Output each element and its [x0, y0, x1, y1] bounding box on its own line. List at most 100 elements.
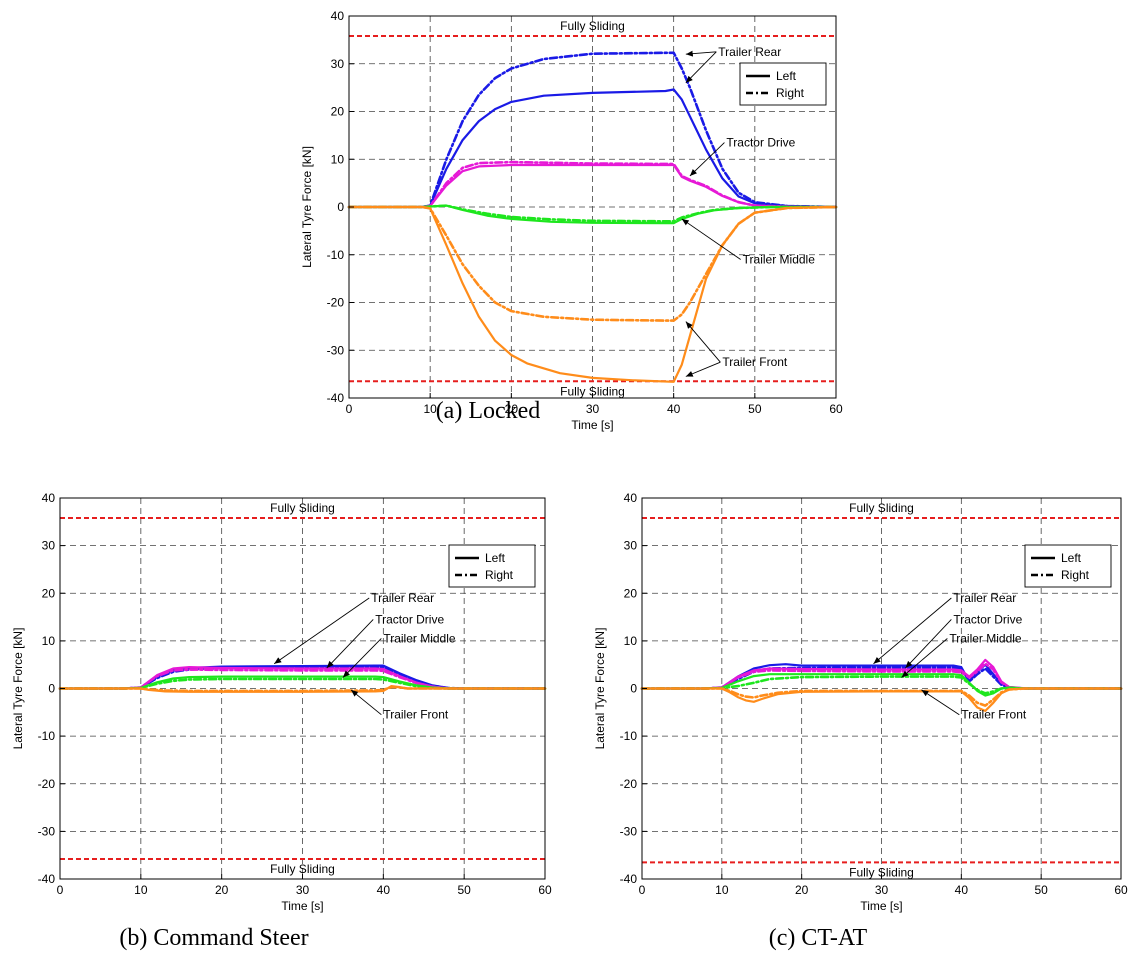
y-tick-label: -40 [38, 872, 56, 886]
annotation-arrow [685, 321, 721, 363]
annotation-arrow [921, 689, 960, 716]
legend-entry-left: Left [485, 551, 506, 565]
y-tick-label: 0 [48, 682, 55, 696]
x-tick-label: 20 [215, 883, 229, 897]
y-tick-label: 20 [331, 105, 345, 119]
annotation-label: Trailer Front [961, 708, 1027, 722]
y-tick-label: -20 [327, 296, 345, 310]
annotation-arrow [685, 50, 717, 57]
y-tick-label: -30 [327, 343, 345, 357]
annotation-arrow [685, 51, 717, 84]
y-tick-label: -30 [38, 824, 56, 838]
x-tick-label: 10 [134, 883, 148, 897]
figure-caption: (b) Command Steer [119, 925, 308, 951]
y-tick-label: 0 [337, 200, 344, 214]
legend-entry-right: Right [485, 568, 514, 582]
y-tick-label: -30 [620, 824, 638, 838]
legend-box [448, 544, 536, 588]
y-tick-label: 10 [624, 634, 638, 648]
annotation-label: Trailer Rear [718, 45, 781, 59]
series-line-tractor-right [347, 160, 838, 209]
y-tick-label: -10 [620, 729, 638, 743]
x-tick-label: 60 [538, 883, 552, 897]
legend: Left Right [739, 62, 827, 106]
y-tick-label: 20 [624, 586, 638, 600]
figure-caption: (c) CT-AT [769, 925, 868, 951]
chart-panel-0: Fully Sliding Fully Sliding Trailer Rear Tr… [300, 9, 843, 432]
sliding-label-upper: Fully Sliding [270, 501, 335, 515]
y-tick-label: -40 [327, 391, 345, 405]
chart-panel-2: Fully Sliding Fully Sliding Trailer Rear Tr… [593, 491, 1128, 951]
series-line-tractor-right [640, 662, 1123, 690]
x-axis-label: Time [s] [860, 899, 902, 913]
annotation-label: Trailer Rear [953, 591, 1016, 605]
annotation-arrow [681, 218, 741, 260]
y-tick-label: -40 [620, 872, 638, 886]
x-tick-label: 0 [57, 883, 64, 897]
y-tick-label: 10 [42, 634, 56, 648]
series-line-middle-right [347, 204, 838, 223]
y-tick-label: -10 [327, 248, 345, 262]
annotation-arrow [689, 142, 725, 177]
x-tick-label: 40 [377, 883, 391, 897]
chart-panel-1: Fully Sliding Fully Sliding Trailer Rear Tr… [11, 491, 552, 951]
series-line-front-right [640, 687, 1123, 707]
annotation-label: Trailer Middle [743, 253, 816, 267]
legend: Left Right [448, 544, 536, 588]
y-axis-label: Lateral Tyre Force [kN] [593, 628, 607, 750]
y-axis-label: Lateral Tyre Force [kN] [11, 628, 25, 750]
series-line-front-right [58, 685, 547, 693]
x-tick-label: 0 [346, 402, 353, 416]
y-tick-label: 40 [42, 491, 56, 505]
legend-entry-left: Left [776, 69, 797, 83]
annotation-label: Trailer Middle [949, 631, 1022, 645]
series-line-rear-right [347, 51, 838, 209]
annotation-arrow [273, 597, 370, 665]
x-tick-label: 10 [715, 883, 729, 897]
y-tick-label: -20 [38, 777, 56, 791]
figure-caption: (a) Locked [436, 398, 541, 424]
legend-entry-right: Right [776, 86, 805, 100]
x-axis-label: Time [s] [571, 418, 613, 432]
annotation-arrow [685, 361, 721, 377]
x-tick-label: 20 [795, 883, 809, 897]
annotation-label: Tractor Drive [375, 612, 444, 626]
annotation-arrow [905, 619, 952, 669]
sliding-label-lower: Fully Sliding [560, 384, 625, 398]
annotation-label: Tractor Drive [726, 136, 795, 150]
annotation-arrow [873, 597, 952, 665]
annotation-label: Trailer Front [383, 708, 449, 722]
legend: Left Right [1024, 544, 1112, 588]
x-tick-label: 30 [296, 883, 310, 897]
series-line-tractor-right [58, 668, 547, 690]
x-tick-label: 40 [955, 883, 969, 897]
x-tick-label: 60 [829, 402, 843, 416]
sliding-label-lower: Fully Sliding [270, 862, 335, 876]
y-tick-label: 20 [42, 586, 56, 600]
legend-entry-right: Right [1061, 568, 1090, 582]
y-tick-label: 10 [331, 152, 345, 166]
series-line-front-right [347, 205, 838, 322]
x-tick-label: 10 [423, 402, 437, 416]
annotation-label: Tractor Drive [953, 612, 1022, 626]
legend-box [739, 62, 827, 106]
y-tick-label: 40 [331, 9, 345, 23]
y-tick-label: 40 [624, 491, 638, 505]
sliding-label-upper: Fully Sliding [560, 19, 625, 33]
x-tick-label: 50 [457, 883, 471, 897]
annotation-arrow [901, 638, 948, 678]
x-tick-label: 20 [505, 402, 519, 416]
annotation-label: Trailer Middle [383, 631, 456, 645]
y-tick-label: -10 [38, 729, 56, 743]
y-axis-label: Lateral Tyre Force [kN] [300, 146, 314, 268]
x-tick-label: 50 [1034, 883, 1048, 897]
annotation-arrow [342, 638, 382, 678]
series-line-rear-left [347, 88, 838, 209]
series-line-middle-right [640, 675, 1123, 695]
x-axis-label: Time [s] [281, 899, 323, 913]
sliding-label-lower: Fully Sliding [849, 865, 914, 879]
x-tick-label: 30 [586, 402, 600, 416]
sliding-label-upper: Fully Sliding [849, 501, 914, 515]
y-tick-label: 0 [630, 682, 637, 696]
